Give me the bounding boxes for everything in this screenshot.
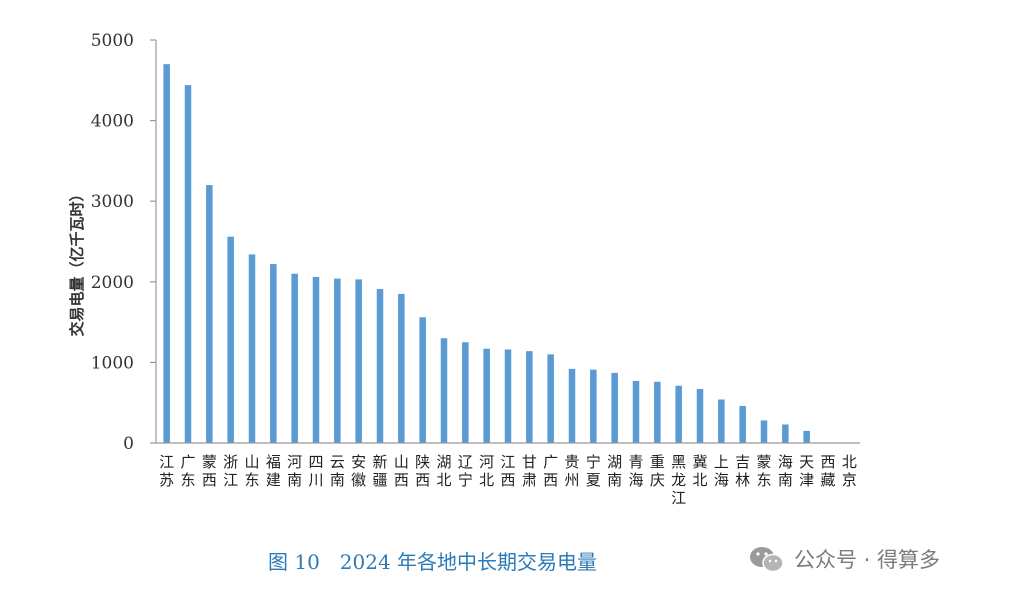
bar	[526, 351, 533, 443]
x-tick-label: 宁夏	[586, 453, 601, 489]
bar-chart: 0 1000 2000 3000 4000 5000 江苏广东蒙西浙江山东福建河南四川云南…	[68, 31, 860, 507]
bar	[184, 85, 192, 444]
x-tick-label: 天津	[799, 453, 814, 489]
x-tick-label: 河北	[479, 453, 494, 489]
x-tick-label: 广西	[543, 453, 558, 489]
x-tick-label: 河南	[287, 453, 302, 489]
bar	[334, 278, 341, 443]
x-tick-label: 吉林	[735, 453, 750, 489]
x-tick-label: 西藏	[820, 453, 835, 489]
bar	[440, 338, 448, 443]
x-tick-label: 江苏	[159, 453, 174, 489]
x-tick-label: 贵州	[564, 453, 579, 489]
bar	[654, 381, 661, 443]
x-tick-label: 蒙西	[202, 453, 217, 489]
bar	[398, 293, 405, 443]
y-tick-label: 4000	[91, 112, 134, 132]
bar	[504, 349, 512, 443]
x-tick-label: 陕西	[415, 453, 430, 489]
wechat-icon	[750, 547, 784, 573]
x-tick-label: 云南	[330, 453, 345, 489]
bar	[739, 405, 746, 443]
y-axis: 0 1000 2000 3000 4000 5000	[91, 31, 157, 454]
bar	[270, 264, 277, 443]
watermark: 公众号 · 得算多	[748, 544, 940, 574]
x-tick-label: 新疆	[372, 453, 387, 489]
x-tick-label: 蒙东	[756, 453, 771, 489]
bar	[718, 399, 725, 443]
x-tick-label: 北京	[842, 453, 857, 489]
x-tick-label: 黑龙江	[671, 453, 686, 507]
bar	[590, 369, 597, 443]
bar	[291, 273, 298, 443]
bar	[419, 317, 426, 443]
bar	[312, 276, 320, 443]
x-tick-label: 湖南	[607, 453, 622, 489]
bar	[206, 185, 213, 443]
x-tick-label: 青海	[628, 453, 643, 489]
bar	[462, 342, 469, 443]
x-tick-label: 江西	[500, 453, 515, 489]
bar	[782, 424, 789, 443]
y-tick-label: 1000	[91, 353, 134, 373]
bar	[163, 64, 170, 444]
bar	[248, 254, 256, 443]
bar	[483, 348, 490, 443]
bar	[227, 236, 234, 443]
x-tick-label: 重庆	[650, 453, 665, 489]
figure-caption: 图 10 2024 年各地中长期交易电量	[268, 550, 598, 574]
bar	[803, 430, 810, 443]
x-tick-label: 山西	[394, 453, 409, 489]
bar	[760, 420, 768, 443]
bar	[632, 380, 640, 443]
watermark-text: 公众号 · 得算多	[794, 548, 941, 572]
x-tick-label: 广东	[180, 453, 195, 489]
x-tick-label: 海南	[778, 453, 793, 489]
x-tick-label: 上海	[714, 453, 729, 489]
y-tick-label: 5000	[91, 31, 134, 51]
bar	[547, 354, 554, 443]
y-tick-label: 3000	[91, 192, 134, 212]
y-tick-label: 2000	[91, 273, 134, 293]
bar	[696, 388, 704, 443]
x-tick-label: 福建	[266, 453, 281, 489]
x-tick-label: 辽宁	[458, 453, 473, 489]
bar	[611, 372, 618, 443]
x-tick-label: 山东	[244, 453, 259, 489]
y-axis-label: 交易电量（亿千瓦时）	[68, 186, 86, 336]
bar	[675, 385, 682, 443]
bar	[568, 368, 576, 443]
bar	[355, 279, 362, 443]
x-axis: 江苏广东蒙西浙江山东福建河南四川云南安徽新疆山西陕西湖北辽宁河北江西甘肃广西贵州…	[156, 442, 860, 507]
x-tick-label: 四川	[308, 453, 323, 489]
x-tick-label: 冀北	[692, 453, 707, 489]
x-tick-label: 安徽	[351, 453, 366, 489]
bars	[163, 64, 810, 444]
bar	[376, 289, 384, 443]
x-tick-label: 浙江	[223, 453, 238, 489]
x-tick-label: 甘肃	[522, 453, 537, 489]
y-tick-label: 0	[123, 434, 134, 454]
x-tick-label: 湖北	[436, 453, 451, 489]
